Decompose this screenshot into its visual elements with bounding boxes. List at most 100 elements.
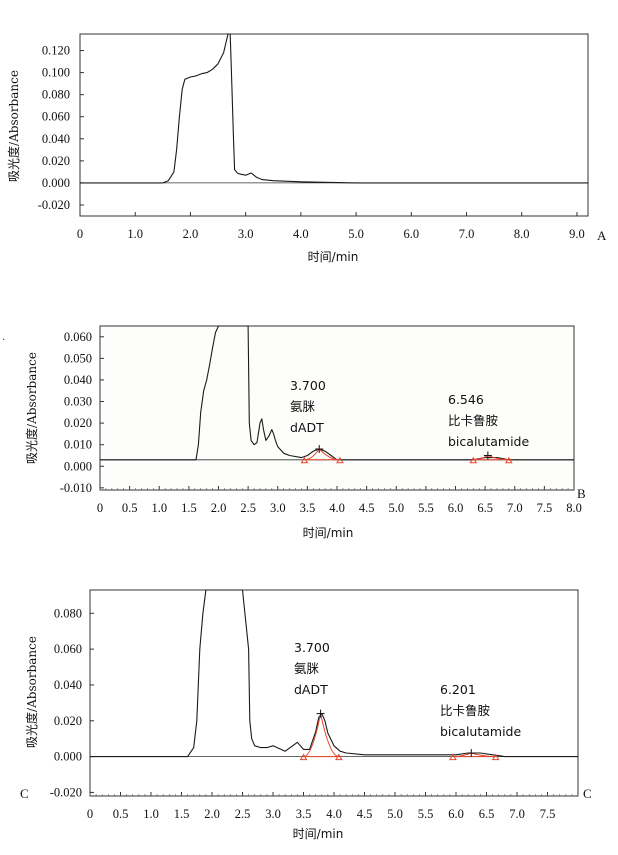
y-tick-labels: 0.060 0.050 0.040 0.030 0.020 0.010 0.000 -0.01…	[60, 330, 92, 495]
x-tick-label: 6.0	[448, 807, 464, 821]
x-tick-label: 3.5	[300, 501, 316, 515]
peak-marker-triangle	[300, 456, 309, 464]
peak-name-en: bicalutamide	[448, 434, 529, 449]
x-tick-label: 8.0	[514, 227, 530, 241]
x-tick-label: 5.0	[348, 227, 364, 241]
plot-frame	[99, 325, 575, 491]
x-tick-label: 4.0	[293, 227, 309, 241]
x-tick-label: 6.5	[479, 807, 495, 821]
x-tick-label: 6.0	[448, 501, 464, 515]
x-tick-label: 3.0	[238, 227, 254, 241]
peak-marker-triangle	[336, 456, 344, 464]
peak-integrations: 3.700 氨脒 dADT 6.201 比卡鲁胺 bicalutamide	[294, 640, 521, 761]
x-tick-label: 2.5	[240, 501, 256, 515]
panel-label-left: C	[20, 786, 29, 801]
peak-name-cn: 比卡鲁胺	[448, 413, 498, 428]
y-axis-title: 吸光度/Absorbance	[24, 636, 39, 748]
x-tick-label: 0	[97, 501, 103, 515]
trace-line	[80, 33, 588, 184]
panel-label: B	[577, 486, 586, 501]
peak-marker-triangle	[449, 753, 457, 761]
x-tick-label: 3.0	[270, 501, 286, 515]
peak-marker-triangle	[334, 753, 343, 761]
y-tick-label: 0.080	[54, 606, 82, 620]
panel-label: C	[583, 786, 592, 801]
y-tick-label: 0.040	[64, 373, 92, 387]
panel-label: A	[597, 228, 607, 243]
chromatogram-panel-c: 0.080 0.060 0.040 0.020 0.000 -0.020 0 0.5 1.0 1…	[20, 589, 592, 841]
x-tick-label: 2.0	[204, 807, 220, 821]
x-tick-labels: 0 0.5 1.0 1.5 2.0 2.5 3.0 3.5 4.0 4.5 5.0 5.5 6.0 6.5…	[97, 501, 582, 515]
trace-line	[90, 589, 578, 758]
x-tick-label: 1.0	[151, 501, 167, 515]
x-tick-label: 5.0	[388, 501, 404, 515]
axis-ticks	[99, 336, 575, 490]
chromatogram-panel-b: 0.060 0.050 0.040 0.030 0.020 0.010 0.000 -0.01…	[2, 325, 586, 540]
x-tick-label: 3.0	[265, 807, 281, 821]
axis-ticks	[89, 612, 579, 796]
chromatogram-trace	[100, 325, 574, 461]
peak-retention-time: 6.546	[448, 392, 484, 407]
x-tick-labels: 0 0.5 1.0 1.5 2.0 2.5 3.0 3.5 4.0 4.5 5.0 5.5 6.0 6.5…	[87, 807, 555, 821]
peak-name-en: bicalutamide	[440, 724, 521, 739]
x-tick-label: 1.5	[174, 807, 190, 821]
x-tick-label: 5.0	[387, 807, 403, 821]
y-tick-labels: 0.120 0.100 0.080 0.060 0.040 0.020 0.000 -0.02…	[38, 44, 70, 212]
left-margin-dot: .	[2, 332, 5, 343]
x-tick-label: 9.0	[569, 227, 585, 241]
x-tick-labels: 0 1.0 2.0 3.0 4.0 5.0 6.0 7.0 8.0 9.0	[77, 227, 585, 241]
peak-integrations: 3.700 氨脒 dADT 6.546 比卡鲁胺 bicalutamide	[290, 378, 529, 464]
y-tick-label: 0.020	[42, 154, 70, 168]
x-axis-title: 时间/min	[293, 827, 344, 841]
y-axis-title: 吸光度/Absorbance	[24, 352, 39, 464]
x-tick-label: 1.5	[181, 501, 197, 515]
x-axis-title: 时间/min	[308, 250, 359, 264]
y-tick-label: 0.120	[42, 44, 70, 58]
x-tick-label: 7.0	[459, 227, 475, 241]
x-tick-label: 7.5	[537, 501, 553, 515]
x-tick-label: 6.5	[477, 501, 493, 515]
peak-marker-triangle	[504, 456, 513, 464]
x-tick-label: 0	[77, 227, 83, 241]
x-tick-label: 1.0	[143, 807, 159, 821]
x-tick-label: 2.0	[211, 501, 227, 515]
y-tick-label: 0.030	[64, 395, 92, 409]
peak-retention-time: 3.700	[294, 640, 330, 655]
x-tick-label: 7.0	[507, 501, 523, 515]
y-tick-label: 0.020	[54, 714, 82, 728]
y-tick-label: 0.060	[54, 642, 82, 656]
x-axis-title: 时间/min	[303, 526, 354, 540]
peak-name-cn: 氨脒	[294, 661, 320, 676]
y-tick-label: 0.000	[42, 176, 70, 190]
y-tick-label: 0.040	[54, 678, 82, 692]
peak-name-en: dADT	[294, 682, 328, 697]
peak-retention-time: 6.201	[440, 682, 476, 697]
x-tick-label: 5.5	[418, 807, 434, 821]
peak-name-cn: 比卡鲁胺	[440, 703, 490, 718]
y-tick-label: -0.020	[50, 785, 82, 799]
y-tick-label: 0.000	[64, 459, 92, 473]
x-tick-label: 2.5	[235, 807, 251, 821]
y-tick-label: 0.040	[42, 132, 70, 146]
y-tick-label: 0.080	[42, 88, 70, 102]
x-tick-label: 2.0	[183, 227, 199, 241]
peak-retention-time: 3.700	[290, 378, 326, 393]
chromatogram-trace	[90, 589, 578, 758]
y-tick-label: -0.010	[60, 481, 92, 495]
y-tick-label: -0.020	[38, 198, 70, 212]
x-tick-label: 6.0	[403, 227, 419, 241]
x-tick-label: 0.5	[113, 807, 129, 821]
x-tick-label: 7.5	[540, 807, 556, 821]
y-tick-label: 0.010	[64, 438, 92, 452]
peak-marker-triangle	[299, 753, 308, 761]
peak-name-en: dADT	[290, 420, 324, 435]
x-tick-label: 0	[87, 807, 93, 821]
chromatogram-trace	[80, 33, 588, 184]
x-tick-label: 3.5	[296, 807, 312, 821]
x-tick-label: 4.5	[357, 807, 373, 821]
plot-frame	[89, 589, 579, 797]
x-tick-label: 4.0	[326, 807, 342, 821]
y-tick-label: 0.050	[64, 351, 92, 365]
x-tick-label: 4.0	[329, 501, 345, 515]
